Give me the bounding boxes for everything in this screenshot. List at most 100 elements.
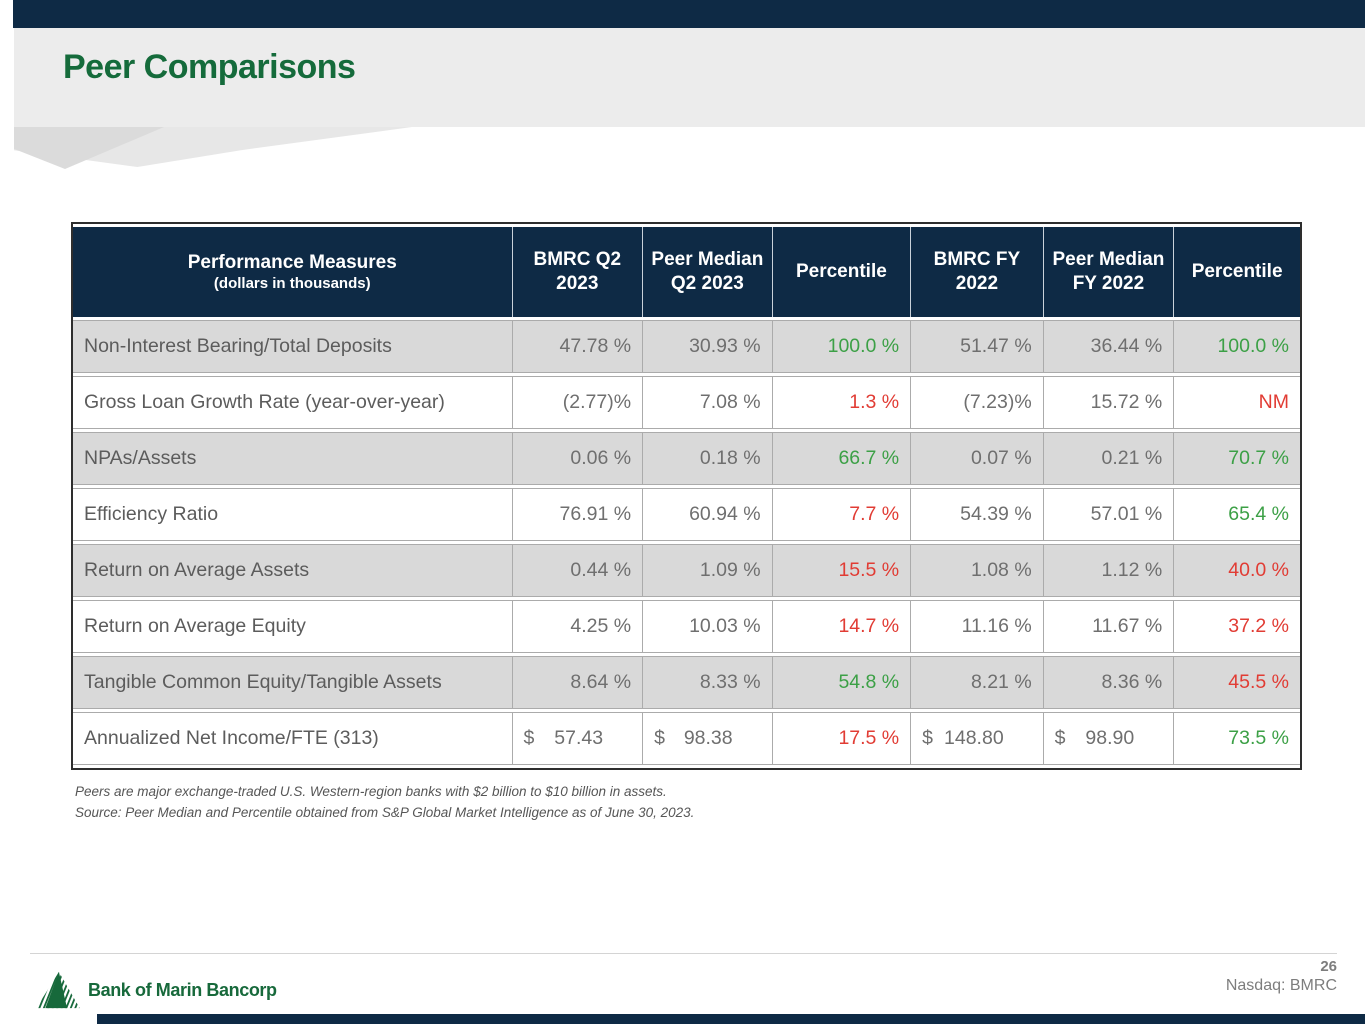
dollar-sign: $ [523,727,535,749]
footnote-source: Source: Peer Median and Percentile obtai… [75,804,695,820]
bank-of-marin-logo: Bank of Marin Bancorp [35,971,277,1009]
row-value-cell: 37.2 % [1173,600,1300,653]
row-label: Non-Interest Bearing/Total Deposits [73,320,512,373]
header-bmrc-q2-2023: BMRC Q2 2023 [511,227,643,317]
row-label: Annualized Net Income/FTE (313) [73,712,512,765]
header-percentile-q2: Percentile [771,227,911,317]
row-value-cell: 10.03 % [642,600,772,653]
money-amount: 98.90 [1085,727,1135,749]
row-value-cell: $98.90 [1042,712,1174,765]
header-performance-measures: Performance Measures (dollars in thousan… [73,227,512,317]
table-row: Return on Average Assets 0.44 % 1.09 % 15.5… [73,544,1300,597]
row-value-cell: 66.7 % [771,432,911,485]
row-value-cell: (2.77)% [511,376,643,429]
ticker-label: Nasdaq: BMRC [1225,977,1337,994]
row-label: Return on Average Equity [73,600,512,653]
row-value-cell: 47.78 % [511,320,643,373]
table-body: Non-Interest Bearing/Total Deposits 47.78… [73,320,1300,765]
row-value-cell: 7.7 % [771,488,911,541]
mountain-logo-icon [36,971,80,1009]
peer-comparison-table-container: Performance Measures (dollars in thousan… [71,222,1302,770]
header-bmrc-fy-2022: BMRC FY 2022 [910,227,1043,317]
row-value-cell: 100.0 % [1173,320,1300,373]
row-value-cell: $148.80 [910,712,1043,765]
money-value: $148.80 [922,727,1032,750]
footer-divider [30,953,1337,954]
row-value-cell: 0.18 % [642,432,772,485]
row-value-cell: 11.16 % [910,600,1043,653]
row-value-cell: 100.0 % [771,320,911,373]
table-header-row: Performance Measures (dollars in thousan… [73,227,1300,317]
row-value-cell: 14.7 % [771,600,911,653]
row-value-cell: 8.36 % [1042,656,1174,709]
header-subtitle: (dollars in thousands) [213,274,371,292]
row-value-cell: 17.5 % [771,712,911,765]
money-amount: 148.80 [944,727,1004,749]
row-label: NPAs/Assets [73,432,512,485]
title-band: Peer Comparisons [14,28,1365,127]
footnote-peers: Peers are major exchange-traded U.S. Wes… [75,784,667,799]
logo-text: Bank of Marin Bancorp [88,979,277,1000]
row-value-cell: 4.25 % [511,600,643,653]
table-row: NPAs/Assets 0.06 % 0.18 % 66.7 % 0.07 % 0.21 … [73,432,1300,485]
money-value: $98.38 [654,727,761,750]
row-value-cell: 60.94 % [642,488,772,541]
table-row: Return on Average Equity 4.25 % 10.03 % 14.… [73,600,1300,653]
row-value-cell: 54.39 % [910,488,1043,541]
row-value-cell: 8.21 % [910,656,1043,709]
peer-comparison-table: Performance Measures (dollars in thousan… [71,222,1302,770]
header-peer-median-q2-2023: Peer Median Q2 2023 [642,227,772,317]
row-value-cell: 57.01 % [1042,488,1174,541]
row-value-cell: $57.43 [511,712,643,765]
row-value-cell: 54.8 % [771,656,911,709]
row-value-cell: 30.93 % [642,320,772,373]
header-peer-median-fy-2022: Peer Median FY 2022 [1042,227,1174,317]
row-value-cell: 1.12 % [1042,544,1174,597]
row-value-cell: 7.08 % [642,376,772,429]
row-value-cell: 0.06 % [511,432,643,485]
row-label: Gross Loan Growth Rate (year-over-year) [73,376,512,429]
row-label: Tangible Common Equity/Tangible Assets [73,656,512,709]
bottom-navy-bar [97,1014,1365,1024]
page-number: 26 [1320,958,1337,975]
table-row: Tangible Common Equity/Tangible Assets 8.… [73,656,1300,709]
page-title: Peer Comparisons [63,48,356,86]
footnotes: Peers are major exchange-traded U.S. Wes… [75,782,694,824]
money-amount: 57.43 [554,727,604,749]
dollar-sign: $ [1054,727,1066,749]
table-row: Gross Loan Growth Rate (year-over-year)(… [73,376,1300,429]
dollar-sign: $ [654,727,665,749]
money-value: $57.43 [524,727,632,750]
row-value-cell: 45.5 % [1173,656,1300,709]
row-value-cell: 40.0 % [1173,544,1300,597]
money-value: $98.90 [1055,727,1163,750]
dollar-sign: $ [922,727,934,749]
row-value-cell: 1.3 % [771,376,911,429]
row-value-cell: 11.67 % [1042,600,1174,653]
row-value-cell: NM [1173,376,1300,429]
row-value-cell: 36.44 % [1042,320,1174,373]
table-row: Annualized Net Income/FTE (313) $57.43 $98… [73,712,1300,765]
row-value-cell: (7.23)% [910,376,1043,429]
header-title: Performance Measures [187,251,397,273]
row-value-cell: 51.47 % [910,320,1043,373]
table-row: Non-Interest Bearing/Total Deposits 47.78… [73,320,1300,373]
row-value-cell: 76.91 % [511,488,643,541]
row-value-cell: 15.72 % [1042,376,1174,429]
row-value-cell: 0.44 % [511,544,643,597]
row-value-cell: 0.07 % [910,432,1043,485]
row-value-cell: 1.08 % [910,544,1043,597]
row-value-cell: 0.21 % [1042,432,1174,485]
row-value-cell: 8.64 % [511,656,643,709]
row-label: Efficiency Ratio [73,488,512,541]
row-value-cell: 15.5 % [771,544,911,597]
money-amount: 98.38 [683,727,733,749]
row-value-cell: 65.4 % [1173,488,1300,541]
row-value-cell: 70.7 % [1173,432,1300,485]
row-value-cell: 1.09 % [642,544,772,597]
header-percentile-fy: Percentile [1173,227,1300,317]
row-label: Return on Average Assets [73,544,512,597]
row-value-cell: 73.5 % [1173,712,1300,765]
top-navy-bar [13,0,1365,28]
row-value-cell: $98.38 [642,712,772,765]
